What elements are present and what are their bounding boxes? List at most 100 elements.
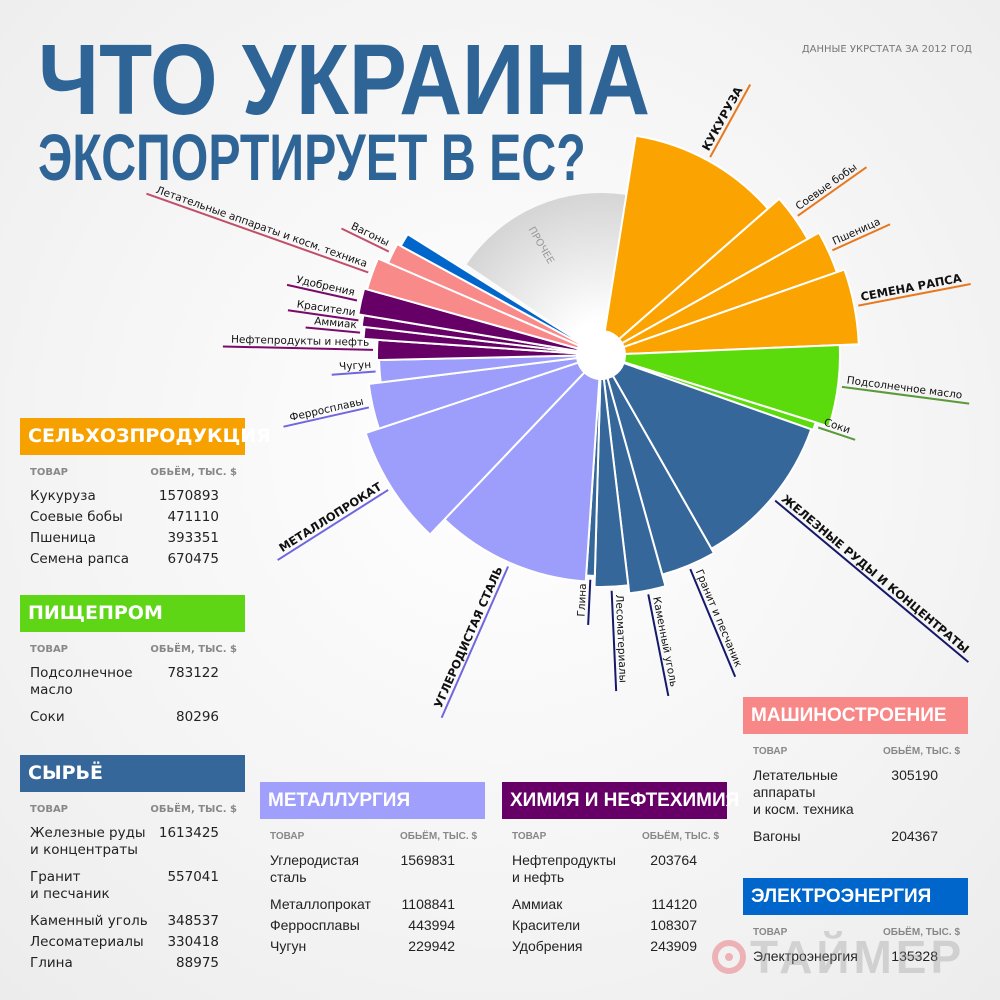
chart-slice-label: Подсолнечное масло — [846, 374, 963, 401]
chart-leader-line — [286, 283, 358, 302]
column-headers: ТОВАР ОБЬЁМ, ТЫС. $ — [30, 644, 237, 655]
chart-slice-label: Чугун — [339, 359, 372, 373]
item-value: 670475 — [167, 551, 219, 567]
table-header: СЫРЬЁ — [20, 755, 245, 792]
item-value: 348537 — [167, 913, 219, 929]
item-name: Железные руды и концентраты — [30, 825, 146, 858]
item-name: Пшеница — [30, 530, 96, 546]
item-value: 471110 — [167, 509, 219, 525]
chart-slice-label: Летательные аппараты и косм. техника — [154, 184, 368, 270]
item-name: Электроэнергия — [753, 948, 858, 964]
chart-slice-label: Глина — [576, 583, 590, 617]
table-row: Аммиак 114120 — [512, 896, 697, 913]
col-item: ТОВАР — [270, 831, 305, 842]
chart-slice-label: МЕТАЛЛОПРОКАТ — [276, 479, 384, 555]
item-value: 135328 — [891, 948, 938, 964]
item-value: 229942 — [408, 938, 455, 954]
item-value: 1108841 — [401, 896, 455, 912]
chart-leader-line — [283, 406, 370, 428]
item-name: Подсолнечное масло — [30, 665, 133, 698]
table-row: Ферросплавы 443994 — [270, 917, 455, 934]
table-3: СЫРЬЁ ТОВАР ОБЬЁМ, ТЫС. $ Железные руды и … — [20, 755, 245, 976]
chart-slice-label: Лесоматериалы — [613, 594, 629, 683]
col-value: ОБЬЁМ, ТЫС. $ — [150, 644, 237, 655]
item-name: Соевые бобы — [30, 509, 123, 525]
table-7: ЭЛЕКТРОЭНЕРГИЯ ТОВАР ОБЬЁМ, ТЫС. $ Электро… — [743, 878, 968, 969]
table-row: Вагоны 204367 — [753, 828, 938, 845]
chart-leader-line — [331, 370, 376, 376]
chart-leader-line — [222, 345, 374, 351]
table-row: Пшеница 393351 — [30, 530, 219, 547]
column-headers: ТОВАР ОБЬЁМ, ТЫС. $ — [753, 927, 960, 938]
item-name: Аммиак — [512, 896, 563, 912]
item-name: Лесоматериалы — [30, 934, 144, 950]
chart-slice-label: Удобрения — [295, 274, 356, 299]
table-row: Чугун 229942 — [270, 938, 455, 955]
item-value: 393351 — [167, 530, 219, 546]
table-header: ПИЩЕПРОМ — [20, 595, 245, 632]
item-value: 1570893 — [158, 488, 219, 504]
table-row: Соки 80296 — [30, 709, 219, 726]
page-title: ЧТО УКРАИНА — [38, 24, 651, 136]
chart-leader-line — [709, 84, 752, 158]
column-headers: ТОВАР ОБЬЁМ, ТЫС. $ — [30, 804, 237, 815]
col-item: ТОВАР — [512, 831, 547, 842]
chart-slice — [611, 361, 813, 551]
item-value: 1569831 — [400, 852, 455, 868]
table-row: Нефтепродукты и нефть 203764 — [512, 852, 697, 886]
item-name: Вагоны — [753, 828, 801, 844]
table-header: МЕТАЛЛУРГИЯ — [260, 782, 485, 819]
item-name: Углеродистая сталь — [270, 852, 359, 885]
table-header: ХИМИЯ И НЕФТЕХИМИЯ — [502, 782, 739, 819]
table-row: Каменный уголь 348537 — [30, 913, 219, 930]
table-row: Кукуруза 1570893 — [30, 488, 219, 505]
column-headers: ТОВАР ОБЬЁМ, ТЫС. $ — [270, 831, 477, 842]
item-name: Гранит и песчаник — [30, 869, 110, 902]
table-4: МЕТАЛЛУРГИЯ ТОВАР ОБЬЁМ, ТЫС. $ Углеродист… — [260, 782, 485, 959]
item-value: 243909 — [650, 938, 697, 954]
table-row: Красители 108307 — [512, 917, 697, 934]
column-headers: ТОВАР ОБЬЁМ, ТЫС. $ — [512, 831, 719, 842]
col-item: ТОВАР — [30, 467, 69, 478]
item-value: 557041 — [167, 869, 219, 885]
chart-slice-label: Гранит и песчаник — [693, 568, 744, 669]
item-name: Удобрения — [512, 938, 583, 954]
chart-leader-line — [587, 579, 592, 625]
chart-leader-line — [832, 223, 891, 252]
chart-leader-line — [689, 568, 737, 678]
item-name: Металлопрокат — [270, 896, 371, 912]
col-value: ОБЬЁМ, ТЫС. $ — [883, 746, 960, 757]
col-item: ТОВАР — [753, 927, 788, 938]
chart-center-hole — [577, 331, 625, 379]
watermark-text: ТАЙМЕР — [750, 931, 966, 983]
item-value: 114120 — [651, 896, 697, 912]
chart-leader-line — [277, 489, 389, 561]
timer-logo-icon — [712, 940, 746, 974]
col-value: ОБЬЁМ, ТЫС. $ — [642, 831, 719, 842]
chart-leader-line — [647, 594, 670, 697]
item-value: 783122 — [167, 665, 219, 681]
table-row: Семена рапса 670475 — [30, 551, 219, 568]
chart-leader-line — [858, 283, 971, 307]
table-header: СЕЛЬХОЗПРОДУКЦИЯ — [20, 418, 271, 455]
item-value: 1613425 — [158, 825, 219, 841]
item-value: 108307 — [650, 917, 697, 933]
item-value: 88975 — [176, 955, 219, 971]
col-item: ТОВАР — [30, 804, 69, 815]
chart-slice-label: Нефтепродукты и нефть — [231, 334, 369, 349]
table-row: Лесоматериалы 330418 — [30, 934, 219, 951]
table-header: ЭЛЕКТРОЭНЕРГИЯ — [743, 878, 968, 915]
chart-slice-label: ЖЕЛЕЗНЫЕ РУДЫ И КОНЦЕНТРАТЫ — [779, 492, 972, 657]
item-value: 443994 — [408, 917, 455, 933]
item-name: Летательные аппараты и косм. техника — [753, 767, 854, 817]
col-item: ТОВАР — [753, 746, 788, 757]
item-name: Нефтепродукты и нефть — [512, 852, 616, 885]
chart-leader-line — [610, 590, 618, 692]
table-row: Металлопрокат 1108841 — [270, 896, 455, 913]
item-name: Кукуруза — [30, 488, 96, 504]
item-value: 204367 — [891, 828, 938, 844]
chart-slice-label: Ферросплавы — [288, 396, 364, 424]
item-value: 203764 — [650, 852, 697, 868]
item-name: Каменный уголь — [30, 913, 148, 929]
